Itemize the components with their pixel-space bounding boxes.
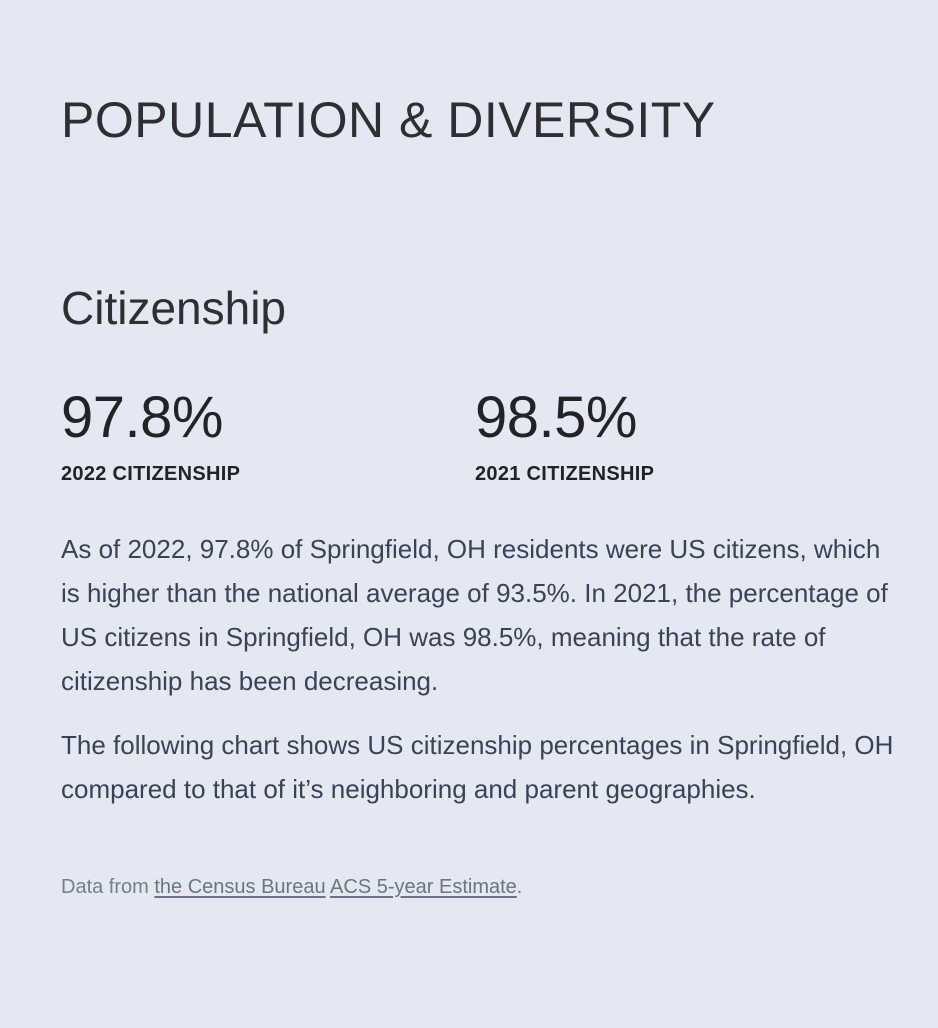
stat-2021: 98.5% 2021 CITIZENSHIP — [475, 384, 654, 486]
section-title: POPULATION & DIVERSITY — [61, 92, 716, 148]
source-prefix: Data from — [61, 876, 155, 898]
stat-2022-label: 2022 CITIZENSHIP — [61, 463, 241, 485]
citizenship-heading: Citizenship — [61, 282, 286, 334]
data-source-note: Data from the Census Bureau ACS 5-year E… — [61, 873, 522, 901]
citizenship-stats: 97.8% 2022 CITIZENSHIP 98.5% 2021 CITIZE… — [61, 384, 891, 494]
chart-intro-paragraph: The following chart shows US citizenship… — [61, 730, 894, 804]
citizenship-summary-paragraph: As of 2022, 97.8% of Springfield, OH res… — [61, 534, 888, 696]
stat-2022-value: 97.8% — [61, 385, 223, 450]
stat-2021-value: 98.5% — [475, 385, 637, 450]
stat-2022: 97.8% 2022 CITIZENSHIP — [61, 384, 240, 486]
census-bureau-link[interactable]: the Census Bureau — [154, 876, 326, 898]
acs-estimate-link[interactable]: ACS 5-year Estimate — [330, 876, 517, 898]
stat-2021-label: 2021 CITIZENSHIP — [475, 463, 655, 485]
source-suffix: . — [516, 876, 523, 898]
